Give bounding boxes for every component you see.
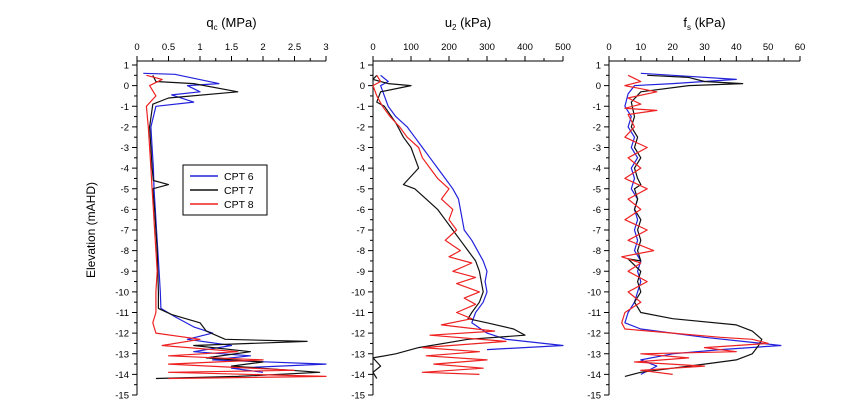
- y-tick-label: -4: [121, 164, 129, 175]
- y-tick-label: 0: [360, 81, 365, 92]
- y-tick-label: 0: [596, 81, 601, 92]
- x-tick-label: 100: [403, 42, 419, 53]
- y-tick-label: -3: [357, 143, 365, 154]
- x-tick-label: 30: [699, 42, 710, 53]
- series-line-cpt-7: [372, 74, 526, 379]
- chart-root: qc (MPa)0 0.5 1 1.5 2 2.5 310-1-2-3-4-5-6-7-8-…: [115, 15, 805, 402]
- x-tick-label: 300: [479, 42, 495, 53]
- y-tick-label: -5: [593, 184, 601, 195]
- legend-label: CPT 7: [224, 185, 254, 197]
- x-tick-label: 1.5: [225, 42, 238, 53]
- y-tick-label: -8: [593, 246, 601, 257]
- y-tick-label: -1: [121, 102, 129, 113]
- y-tick-label: -7: [593, 226, 601, 237]
- series-line-cpt-6: [624, 72, 782, 375]
- panel-u2: u2 (kPa)0 100 200 300 400 50010-1-2-3-4-5-6-7…: [351, 15, 571, 402]
- y-tick-label: 0: [124, 81, 129, 92]
- x-tick-label: 20: [667, 42, 678, 53]
- y-tick-label: 1: [596, 61, 601, 72]
- y-tick-label: -10: [587, 287, 601, 298]
- y-tick-label: -11: [352, 308, 365, 319]
- y-tick-label: -14: [115, 370, 129, 381]
- legend-label: CPT 6: [224, 171, 254, 183]
- x-tick-label: 0: [606, 42, 611, 53]
- y-tick-label: -8: [357, 246, 365, 257]
- panel-title-u2: u2 (kPa): [445, 15, 491, 32]
- series-line-cpt-6: [143, 72, 327, 373]
- x-tick-label: 0.5: [162, 42, 175, 53]
- y-tick-label: -15: [351, 391, 365, 402]
- y-tick-label: -7: [121, 226, 129, 237]
- y-tick-label: 1: [360, 61, 365, 72]
- y-tick-label: -4: [357, 164, 365, 175]
- y-tick-label: -2: [121, 122, 129, 133]
- y-tick-label: -7: [357, 226, 365, 237]
- y-tick-label: -4: [593, 164, 601, 175]
- x-tick-label: 2: [260, 42, 265, 53]
- panel-qc: qc (MPa)0 0.5 1 1.5 2 2.5 310-1-2-3-4-5-6-7-8-…: [115, 15, 328, 402]
- y-tick-label: -6: [357, 205, 365, 216]
- series-line-cpt-6: [380, 74, 564, 351]
- x-tick-label: 60: [795, 42, 806, 53]
- y-tick-label: -13: [351, 349, 365, 360]
- y-tick-label: -3: [121, 143, 129, 154]
- y-tick-label: -12: [351, 329, 365, 340]
- y-tick-label: -6: [121, 205, 129, 216]
- series-line-cpt-8: [621, 74, 769, 375]
- panel-fs: fs (kPa)0 10 20 30 40 50 6010-1-2-3-4-5-6-7-8-…: [587, 15, 805, 402]
- y-tick-label: -13: [115, 349, 129, 360]
- y-tick-label: -8: [121, 246, 129, 257]
- y-tick-label: -2: [593, 122, 601, 133]
- y-tick-label: -11: [116, 308, 129, 319]
- y-tick-label: -9: [357, 267, 365, 278]
- y-tick-label: -6: [593, 205, 601, 216]
- y-axis-label: Elevation (mAHD): [84, 182, 98, 278]
- y-tick-label: -9: [121, 267, 129, 278]
- y-tick-label: -5: [357, 184, 365, 195]
- x-tick-label: 40: [731, 42, 742, 53]
- x-tick-label: 10: [636, 42, 647, 53]
- x-tick-label: 1: [197, 42, 202, 53]
- y-tick-label: -14: [587, 370, 601, 381]
- legend-label: CPT 8: [224, 199, 254, 211]
- y-tick-label: 1: [124, 61, 129, 72]
- y-tick-label: -13: [587, 349, 601, 360]
- x-tick-label: 200: [441, 42, 457, 53]
- panel-title-fs: fs (kPa): [683, 15, 725, 32]
- y-tick-label: -9: [593, 267, 601, 278]
- y-tick-label: -14: [351, 370, 365, 381]
- x-tick-label: 400: [517, 42, 533, 53]
- x-tick-label: 2.5: [288, 42, 301, 53]
- series-line-cpt-8: [372, 74, 507, 375]
- legend-box: [182, 164, 268, 216]
- series-line-cpt-8: [145, 74, 327, 380]
- x-tick-label: 50: [763, 42, 774, 53]
- y-tick-label: -10: [351, 287, 365, 298]
- y-tick-label: -15: [587, 391, 601, 402]
- legend: CPT 6 CPT 7 CPT 8: [182, 164, 268, 216]
- y-tick-label: -11: [588, 308, 601, 319]
- panel-title-qc: qc (MPa): [206, 15, 256, 32]
- x-tick-label: 500: [555, 42, 571, 53]
- y-tick-label: -5: [121, 184, 129, 195]
- y-tick-label: -12: [587, 329, 601, 340]
- y-tick-label: -15: [115, 391, 129, 402]
- x-tick-label: 0: [370, 42, 375, 53]
- y-tick-label: -10: [115, 287, 129, 298]
- y-tick-label: -3: [593, 143, 601, 154]
- series-line-cpt-7: [149, 75, 321, 380]
- x-tick-label: 0: [134, 42, 139, 53]
- y-tick-label: -2: [357, 122, 365, 133]
- y-tick-label: -1: [593, 102, 601, 113]
- y-tick-label: -1: [357, 102, 365, 113]
- y-tick-label: -12: [115, 329, 129, 340]
- x-tick-label: 3: [323, 42, 328, 53]
